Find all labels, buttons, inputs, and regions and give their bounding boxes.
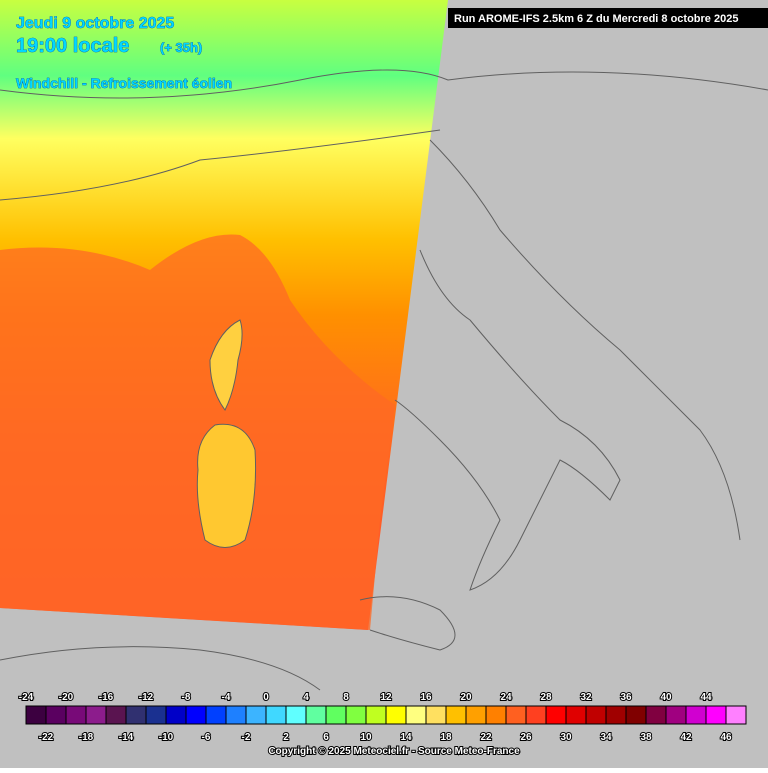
legend-label: 2 [283, 732, 289, 743]
legend-cell [405, 705, 427, 725]
legend-cell [105, 705, 127, 725]
legend-cell [425, 705, 447, 725]
legend-cell [145, 705, 167, 725]
legend-cell [265, 705, 287, 725]
date: Jeudi 9 octobre 2025 [16, 15, 174, 32]
copyright: Copyright © 2025 Meteociel.fr - Source M… [268, 746, 520, 757]
legend-label: 30 [560, 732, 572, 743]
legend-label: -24 [19, 692, 34, 703]
legend-label: 46 [720, 732, 732, 743]
legend-label: 14 [400, 732, 412, 743]
legend-label: 42 [680, 732, 692, 743]
legend-label: 16 [420, 692, 432, 703]
corsica [209, 319, 243, 411]
legend-cell [365, 705, 387, 725]
legend-label: 4 [303, 692, 309, 703]
run-info: Run AROME-IFS 2.5km 6 Z du Mercredi 8 oc… [454, 13, 738, 25]
lead-time: (+ 35h) [160, 40, 202, 55]
parameter: Windchill - Refroissement éolien [16, 75, 232, 91]
legend-cell [245, 705, 267, 725]
legend: -24-22-20-18-16-14-12-10-8-6-4-202468101… [18, 691, 747, 744]
legend-cell [345, 705, 367, 725]
legend-label: -12 [139, 692, 154, 703]
legend-label: 32 [580, 692, 592, 703]
time: 19:00 locale [16, 35, 129, 57]
legend-cell [605, 705, 627, 725]
italy-coast [394, 249, 621, 591]
legend-label: 38 [640, 732, 652, 743]
legend-label: -14 [119, 732, 134, 743]
legend-cell [685, 705, 707, 725]
legend-label: 12 [380, 692, 392, 703]
balkan-coast [429, 139, 741, 541]
run-box [448, 8, 768, 28]
legend-cell [525, 705, 547, 725]
legend-label: 8 [343, 692, 349, 703]
legend-label: -10 [159, 732, 174, 743]
legend-cell [125, 705, 147, 725]
legend-label: 28 [540, 692, 552, 703]
sea [0, 234, 395, 630]
legend-label: 10 [360, 732, 372, 743]
legend-label: 24 [500, 692, 512, 703]
sardinia [196, 423, 257, 548]
africa-coast [0, 646, 321, 691]
legend-cell [25, 705, 47, 725]
legend-label: -16 [99, 692, 114, 703]
legend-label: -20 [59, 692, 74, 703]
legend-label: -22 [39, 732, 54, 743]
legend-cell [545, 705, 567, 725]
legend-cell [445, 705, 467, 725]
legend-label: 18 [440, 732, 452, 743]
legend-label: 0 [263, 692, 269, 703]
legend-cell [465, 705, 487, 725]
legend-label: 44 [700, 692, 712, 703]
legend-cell [185, 705, 207, 725]
legend-cell [205, 705, 227, 725]
legend-label: 36 [620, 692, 632, 703]
legend-cell [665, 705, 687, 725]
legend-label: -8 [182, 692, 191, 703]
legend-cell [45, 705, 67, 725]
legend-label: 22 [480, 732, 492, 743]
legend-cell [85, 705, 107, 725]
legend-label: 34 [600, 732, 612, 743]
legend-cell [485, 705, 507, 725]
legend-cell [505, 705, 527, 725]
legend-cell [285, 705, 307, 725]
legend-label: 26 [520, 732, 532, 743]
legend-cell [645, 705, 667, 725]
legend-label: -18 [79, 732, 94, 743]
legend-cell [625, 705, 647, 725]
legend-cell [705, 705, 727, 725]
legend-label: 40 [660, 692, 672, 703]
legend-label: -4 [222, 692, 231, 703]
legend-label: -6 [202, 732, 211, 743]
legend-cell [65, 705, 87, 725]
legend-cell [165, 705, 187, 725]
legend-label: 20 [460, 692, 472, 703]
legend-label: 6 [323, 732, 329, 743]
legend-label: -2 [242, 732, 251, 743]
legend-cell [725, 705, 747, 725]
legend-cell [325, 705, 347, 725]
borders [0, 69, 768, 201]
sicily [359, 596, 456, 651]
legend-cell [225, 705, 247, 725]
legend-cell [565, 705, 587, 725]
legend-cell [305, 705, 327, 725]
legend-cell [585, 705, 607, 725]
legend-cell [385, 705, 407, 725]
